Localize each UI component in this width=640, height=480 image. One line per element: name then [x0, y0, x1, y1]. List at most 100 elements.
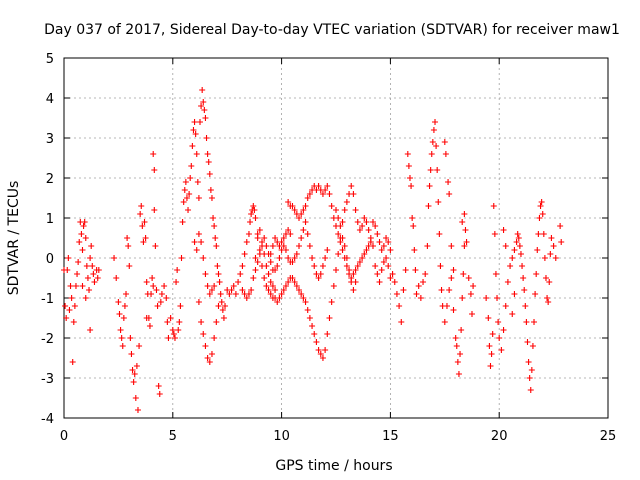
data-point	[339, 219, 346, 225]
data-point	[378, 247, 385, 253]
data-point	[326, 191, 333, 197]
data-point	[66, 307, 73, 313]
data-point	[383, 255, 390, 261]
data-point	[511, 291, 518, 297]
data-point	[134, 407, 141, 413]
data-point	[462, 227, 469, 233]
data-point	[311, 331, 318, 337]
data-point	[427, 167, 434, 173]
data-point	[71, 303, 78, 309]
data-point	[117, 327, 124, 333]
data-point	[115, 299, 122, 305]
data-point	[90, 271, 97, 277]
data-point	[374, 231, 381, 237]
data-point	[313, 339, 320, 345]
data-point	[80, 223, 87, 229]
x-axis-label: GPS time / hours	[275, 458, 392, 474]
data-point	[252, 215, 259, 221]
data-point	[450, 267, 457, 273]
data-point	[276, 243, 283, 249]
data-point	[300, 295, 307, 301]
data-point	[391, 279, 398, 285]
y-axis-ticks: -4 -3 -2 -1 0 1 2 3 4 5	[41, 52, 608, 427]
data-point	[437, 263, 444, 269]
data-point	[133, 363, 140, 369]
data-point	[537, 203, 544, 209]
data-point	[113, 275, 120, 281]
data-point	[70, 319, 77, 325]
data-point	[204, 151, 211, 157]
data-point	[300, 227, 307, 233]
data-point	[169, 327, 176, 333]
data-point	[62, 303, 69, 309]
data-point	[459, 219, 466, 225]
data-point	[495, 319, 502, 325]
data-point	[378, 267, 385, 273]
data-point	[267, 259, 274, 265]
data-point	[511, 247, 518, 253]
data-point	[276, 255, 283, 261]
data-point	[263, 243, 270, 249]
data-point	[150, 151, 157, 157]
data-point	[155, 383, 162, 389]
data-point	[87, 255, 94, 261]
data-point	[463, 239, 470, 245]
data-point	[293, 283, 300, 289]
data-point	[322, 347, 329, 353]
data-point	[383, 235, 390, 241]
data-point	[539, 211, 546, 217]
data-point	[202, 115, 209, 121]
data-point	[488, 351, 495, 357]
data-point	[152, 243, 159, 249]
data-point	[289, 259, 296, 265]
data-point	[202, 271, 209, 277]
data-point	[252, 255, 259, 261]
data-point	[119, 343, 126, 349]
data-point	[200, 331, 207, 337]
data-point	[245, 291, 252, 297]
data-point	[185, 207, 192, 213]
data-point	[298, 235, 305, 241]
data-point	[413, 291, 420, 297]
data-point	[116, 311, 123, 317]
data-point	[293, 251, 300, 257]
data-point	[220, 315, 227, 321]
data-point	[75, 259, 82, 265]
data-point	[193, 151, 200, 157]
data-point	[380, 243, 387, 249]
data-point	[412, 267, 419, 273]
data-point	[88, 243, 95, 249]
data-point	[272, 235, 279, 241]
data-point	[496, 335, 503, 341]
data-point	[445, 179, 452, 185]
data-point	[72, 283, 79, 289]
data-point	[317, 351, 324, 357]
data-point	[489, 331, 496, 337]
data-point	[274, 263, 281, 269]
data-point	[79, 247, 86, 253]
data-point	[385, 263, 392, 269]
data-point	[359, 255, 366, 261]
data-point	[455, 371, 462, 377]
data-point	[387, 275, 394, 281]
data-point	[438, 287, 445, 293]
data-point	[291, 279, 298, 285]
data-point	[380, 259, 387, 265]
data-point	[82, 235, 89, 241]
data-point	[339, 247, 346, 253]
data-point	[69, 359, 76, 365]
data-point	[461, 243, 468, 249]
data-point	[195, 231, 202, 237]
data-point	[356, 227, 363, 233]
data-point	[433, 143, 440, 149]
data-point	[278, 239, 285, 245]
data-point	[441, 139, 448, 145]
data-point	[376, 239, 383, 245]
data-point	[328, 203, 335, 209]
data-point	[348, 183, 355, 189]
grid-lines	[64, 58, 608, 418]
data-point	[309, 255, 316, 261]
data-point	[210, 215, 217, 221]
data-point	[544, 295, 551, 301]
data-point	[296, 243, 303, 249]
